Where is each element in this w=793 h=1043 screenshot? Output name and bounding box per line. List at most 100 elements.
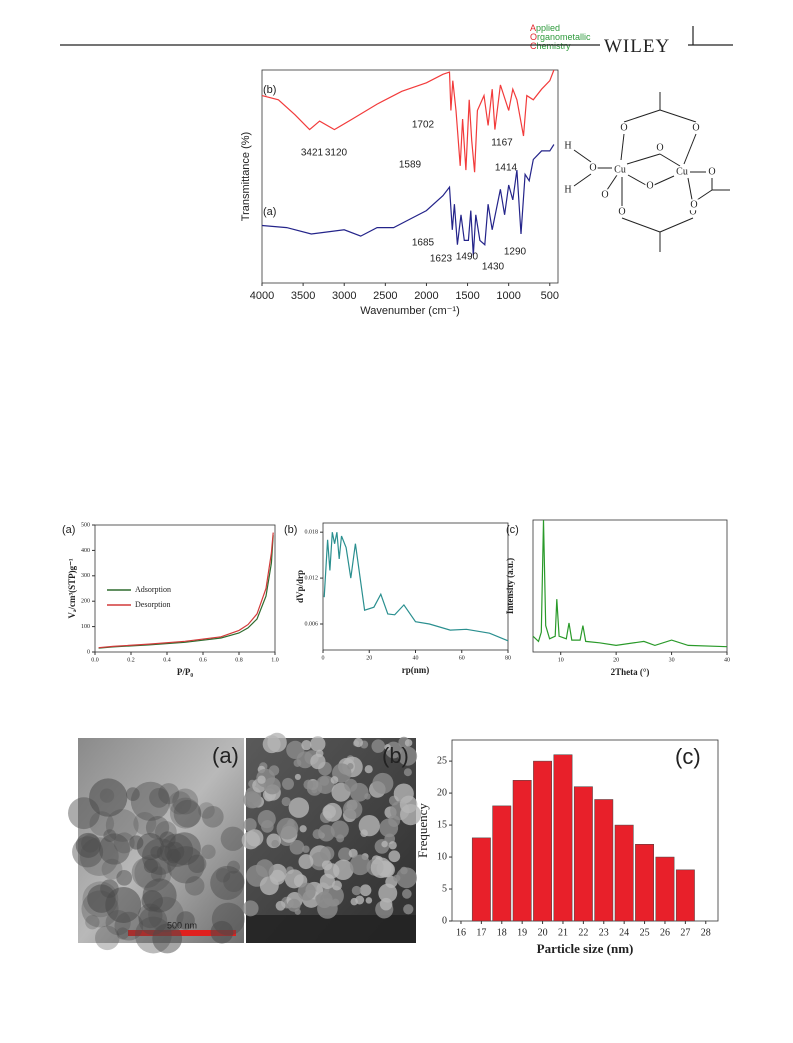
sem-particle: [397, 746, 418, 766]
tem-particle: [215, 868, 231, 883]
legend-label: Desorption: [135, 600, 171, 609]
bar: [533, 760, 553, 922]
sem-particle: [384, 744, 391, 751]
atom-bg: [691, 122, 701, 134]
sem-particle: [358, 815, 380, 837]
sem-particle: [255, 859, 274, 878]
tem-particle: [173, 799, 202, 828]
atom: O: [618, 206, 625, 217]
tem-particle: [89, 811, 115, 836]
atom: Cu: [676, 166, 688, 177]
tem-particle: [220, 826, 245, 851]
plot-frame: [532, 519, 728, 653]
y-tick-label: 200: [81, 599, 90, 605]
atom-bg: [645, 180, 655, 192]
x-tick-label: 19: [517, 927, 527, 938]
sem-particle: [312, 829, 323, 840]
atom: O: [692, 122, 699, 133]
tem-particle: [116, 927, 129, 940]
tem-particle: [116, 869, 133, 886]
atom-bg: [689, 199, 699, 211]
sem-particle: [294, 773, 301, 780]
tem-particle: [134, 854, 172, 892]
sem-particle: [400, 866, 408, 875]
sem-particle: [388, 841, 397, 850]
x-tick-label: 1.0: [271, 657, 279, 663]
sem-particle: [262, 735, 281, 754]
tem-particle: [201, 844, 216, 860]
tem-particle: [85, 915, 100, 930]
tem-particle: [134, 916, 172, 954]
legend-label: Adsorption: [135, 585, 171, 594]
tem-particle: [149, 787, 169, 808]
atom: H: [564, 184, 571, 195]
peak-annotation: 1702: [412, 120, 435, 131]
bar: [512, 780, 532, 922]
atom-bg: [563, 184, 573, 196]
tem-particle: [68, 797, 100, 830]
x-tick-label: 4000: [250, 290, 274, 302]
sem-particle: [353, 737, 364, 748]
tem-particle: [101, 858, 123, 880]
sem-particle: [344, 778, 358, 792]
tem-particle: [133, 812, 157, 835]
sem-particle: [306, 780, 323, 796]
peak-annotation: 1490: [456, 252, 479, 263]
x-tick-label: 0.8: [235, 657, 243, 663]
atom-bg: [707, 166, 717, 178]
peak-annotation: 1589: [399, 160, 422, 171]
tem-particle: [103, 829, 117, 843]
tem-particle: [198, 802, 215, 819]
y-axis-label: Frequency: [415, 803, 430, 858]
x-tick-label: 10: [558, 657, 564, 663]
tem-particle: [227, 860, 241, 874]
plot-frame: [94, 524, 276, 653]
x-tick-label: 60: [459, 655, 465, 661]
tem-particle: [168, 791, 192, 815]
x-tick-label: 3000: [332, 290, 356, 302]
x-tick-label: 0.0: [91, 657, 99, 663]
peak-annotation: 1623: [430, 254, 453, 265]
sem-particle: [310, 753, 326, 770]
journal-word: Chemistry: [530, 41, 571, 51]
sem-particle: [263, 777, 281, 795]
bar: [553, 754, 573, 922]
x-tick-label: 2000: [414, 290, 438, 302]
tem-particle: [126, 787, 140, 801]
series-line: [261, 69, 555, 173]
sem-particle: [371, 739, 386, 753]
sem-particle: [331, 880, 342, 891]
peak-annotation: 3120: [325, 148, 348, 159]
sem-particle: [404, 739, 413, 747]
x-tick-label: 24: [619, 927, 629, 938]
x-tick-label: 1000: [496, 290, 520, 302]
structure-bonds: [573, 92, 730, 252]
y-tick-label: 20: [437, 787, 447, 798]
sem-particle: [372, 772, 394, 794]
atom: O: [689, 206, 696, 217]
atom: O: [620, 122, 627, 133]
tem-particle: [156, 845, 173, 861]
peak-annotation: 1430: [482, 262, 505, 273]
tem-particle: [75, 832, 101, 858]
sem-particle: [330, 820, 349, 839]
series-label: (a): [263, 206, 276, 218]
sem-particle: [402, 889, 412, 899]
x-tick-label: 80: [505, 655, 511, 661]
sem-particle: [332, 859, 354, 881]
y-axis-label: Transmittance (%): [240, 132, 252, 221]
sem-particle: [316, 891, 333, 909]
tem-particle: [98, 833, 131, 865]
sem-particle: [317, 824, 335, 842]
sem-particle: [257, 810, 276, 829]
tem-particle: [223, 870, 245, 893]
sem-particle: [349, 854, 371, 876]
panel-label: (b): [284, 524, 297, 536]
sem-particle: [403, 768, 412, 777]
y-tick-label: 0.012: [305, 575, 319, 581]
tem-particle: [172, 788, 199, 815]
sem-particle: [241, 831, 260, 850]
sem-particle: [310, 736, 326, 752]
x-tick-label: 40: [413, 655, 419, 661]
x-tick-label: 23: [599, 927, 609, 938]
